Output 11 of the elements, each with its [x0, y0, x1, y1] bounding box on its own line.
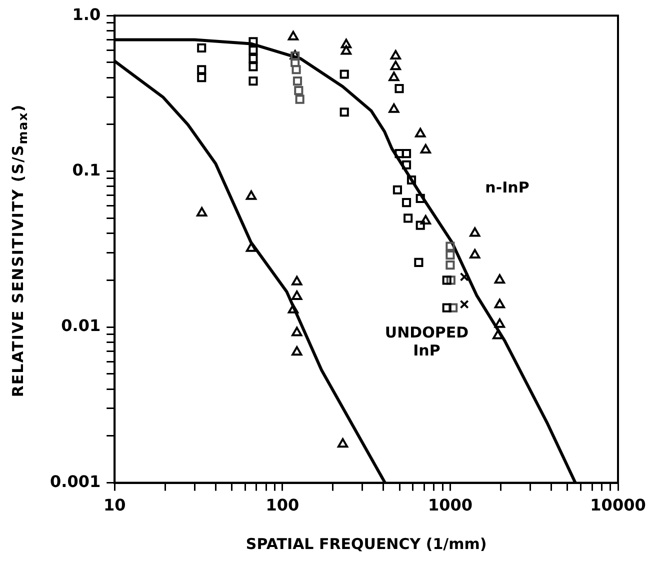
y-tick-label: 0.01 — [61, 316, 101, 336]
x-tick-label: 100 — [266, 496, 300, 515]
y-tick-label: 0.001 — [50, 472, 101, 491]
y-tick-label: 0.1 — [72, 160, 101, 180]
x-axis-title: SPATIAL FREQUENCY (1/mm) — [246, 534, 487, 553]
x-tick-label: 10000 — [590, 496, 646, 515]
annotation: n-InP — [485, 178, 530, 196]
x-tick-label: 10 — [103, 496, 126, 515]
y-tick-label: 1.0 — [72, 4, 101, 24]
x-tick-label: 1000 — [428, 496, 472, 515]
annotation: UNDOPED InP — [384, 324, 469, 360]
